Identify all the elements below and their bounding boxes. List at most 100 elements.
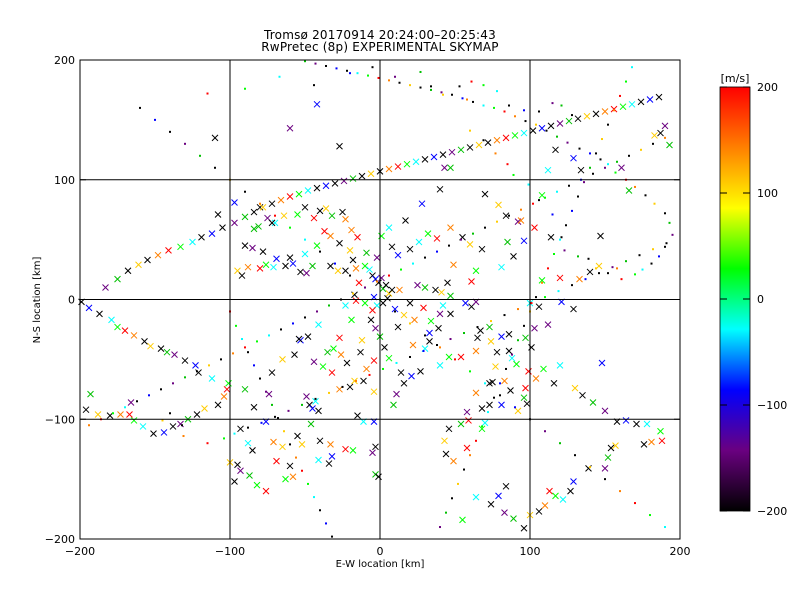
data-point-dot [481,425,483,428]
data-point-x [391,305,399,313]
data-point-x [532,375,540,382]
data-point-dot [472,100,474,103]
data-point-dot [388,79,390,82]
data-point-x [576,275,583,283]
y-tick-label: 100 [54,174,75,187]
data-point-x [135,261,142,269]
data-point-x [481,419,489,427]
data-point-x [430,153,438,161]
data-point-x [574,115,582,123]
data-point-dot [88,424,90,427]
data-point-dot [482,104,485,107]
data-point-dot [604,166,606,169]
data-point-x [520,394,528,402]
data-point-dot [482,84,485,87]
data-point-x [330,345,337,352]
data-point-dot [568,184,570,187]
data-point-x [531,324,538,332]
data-point-dot [181,424,183,427]
data-point-dot [545,129,548,132]
data-point-x [400,311,408,319]
data-point-x [651,132,658,139]
data-point-x [385,224,393,232]
data-point-dot [260,421,263,424]
data-point-x [577,166,585,174]
data-point-dot [454,358,456,361]
data-point-x [295,335,303,343]
data-point-x [361,299,369,307]
data-point-x [601,108,609,115]
data-point-dot [607,272,609,275]
data-point-x [108,316,115,324]
data-point-x [531,224,538,232]
data-point-x [165,247,172,254]
data-point-x [220,393,228,400]
data-point-x [493,348,501,356]
data-point-x [381,344,388,351]
data-point-dot [523,324,525,327]
data-point-x [244,263,252,271]
data-point-x [504,238,511,246]
colorbar-label: [m/s] [721,72,750,85]
data-point-x [313,242,321,249]
data-point-x [297,268,304,276]
data-point-x [472,493,480,501]
data-point-x [327,262,334,270]
data-point-x [540,365,547,373]
data-point-x [448,148,456,156]
data-point-x [625,187,633,194]
data-point-dot [313,84,315,87]
data-point-x [484,139,492,146]
data-point-dot [325,522,327,525]
data-point-x [249,244,256,252]
data-point-x [538,124,546,132]
data-point-dot [419,70,422,73]
y-tick-label: 200 [54,54,75,67]
data-point-dot [614,171,617,174]
data-point-dot [508,104,510,107]
data-point-dot [409,355,411,358]
data-point-x [622,417,630,424]
data-point-x [438,288,445,296]
data-point-x [358,172,366,180]
data-point-x [255,223,262,230]
data-point-x [189,238,196,246]
data-point-dot [530,302,533,305]
data-point-x [445,353,453,361]
data-point-x [457,420,465,428]
data-point-x [402,217,409,224]
data-point-x [342,445,349,453]
data-point-x [349,447,357,454]
data-point-dot [377,76,380,79]
data-point-x [486,401,493,409]
data-point-x [315,321,322,329]
data-point-dot [499,394,501,397]
data-point-dot [244,346,246,349]
x-tick-label: −200 [65,545,95,558]
data-point-dot [625,80,627,83]
data-point-x [231,219,238,227]
data-point-x [354,233,361,241]
data-point-dot [247,351,249,354]
data-point-dot [304,60,306,63]
data-point-x [462,299,469,307]
data-point-x [291,351,298,358]
data-point-x [289,473,297,481]
data-point-dot [160,388,162,391]
data-point-dot [512,173,515,176]
data-point-dot [469,370,471,373]
data-point-dot [668,221,671,224]
data-point-dot [335,67,338,70]
data-point-x [661,122,669,130]
data-point-dot [289,226,291,229]
data-point-x [436,185,444,193]
data-point-x [277,196,285,204]
data-point-x [570,478,577,485]
data-point-dot [628,154,630,157]
data-point-dot [508,214,510,217]
data-point-x [409,341,417,349]
data-point-x [459,516,466,524]
data-point-dot [641,268,644,271]
data-point-dot [364,286,366,289]
data-point-x [418,200,426,208]
